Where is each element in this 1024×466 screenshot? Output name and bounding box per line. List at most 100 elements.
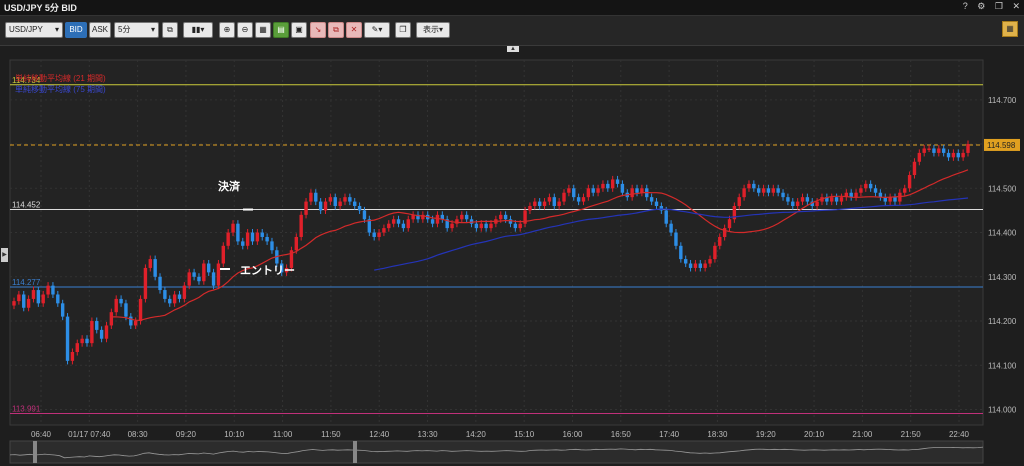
candlestick-icon: ▮▮▾ bbox=[191, 25, 205, 34]
candle bbox=[503, 214, 508, 220]
candle bbox=[133, 321, 138, 326]
candle bbox=[557, 201, 561, 206]
level-label: 114.452 bbox=[12, 201, 41, 210]
interval-select[interactable]: 5分 ▾ bbox=[114, 22, 159, 38]
candle bbox=[158, 276, 162, 291]
ask-button[interactable]: ASK bbox=[89, 22, 111, 38]
pen-select[interactable]: ✎▾ bbox=[364, 22, 390, 38]
candle bbox=[698, 263, 702, 268]
close-icon[interactable]: ✕ bbox=[1012, 1, 1020, 11]
x-tick-label: 18:30 bbox=[707, 430, 728, 439]
candle bbox=[143, 267, 148, 299]
x-tick-label: 21:50 bbox=[901, 430, 922, 439]
window-icon[interactable]: ❐ bbox=[395, 22, 411, 38]
candle bbox=[864, 183, 868, 189]
candle bbox=[664, 210, 668, 224]
collapse-toolbar-icon[interactable]: ▲ bbox=[507, 46, 519, 52]
candle bbox=[893, 197, 897, 202]
candle bbox=[883, 197, 887, 202]
delete-drawing-icon[interactable]: ✕ bbox=[346, 22, 362, 38]
candle bbox=[601, 183, 605, 189]
candle bbox=[484, 223, 488, 229]
candle bbox=[51, 285, 55, 295]
x-tick-label: 11:50 bbox=[321, 430, 341, 439]
candle bbox=[528, 206, 532, 211]
zoom-out-icon[interactable]: ⊖ bbox=[237, 22, 253, 38]
y-tick-label: 114.500 bbox=[988, 184, 1017, 193]
price-chart[interactable]: 114.000 114.100 114.200 114.300 114.400 114.5… bbox=[0, 53, 1024, 466]
candle bbox=[810, 201, 814, 206]
x-tick-label: 16:00 bbox=[562, 430, 583, 439]
candle bbox=[430, 219, 435, 224]
current-price-tag bbox=[984, 138, 1020, 151]
zoom-in-icon[interactable]: ⊕ bbox=[219, 22, 235, 38]
candle bbox=[260, 232, 264, 237]
bid-button[interactable]: BID bbox=[65, 22, 87, 38]
candle bbox=[80, 338, 84, 344]
candle bbox=[440, 214, 445, 220]
candle bbox=[932, 148, 936, 153]
settings-panel-icon[interactable]: ▦ bbox=[1002, 21, 1018, 37]
candle bbox=[757, 188, 761, 193]
candle bbox=[927, 148, 931, 150]
grid-icon[interactable]: ▦ bbox=[255, 22, 271, 38]
candle bbox=[401, 223, 406, 229]
candle bbox=[776, 188, 780, 193]
candle bbox=[732, 206, 737, 220]
candle bbox=[318, 201, 323, 211]
x-tick-label: 09:20 bbox=[176, 430, 197, 439]
candle bbox=[834, 197, 839, 202]
candle bbox=[328, 197, 333, 202]
symbol-select[interactable]: USD/JPY ▾ bbox=[5, 22, 63, 38]
help-icon[interactable]: ? bbox=[962, 1, 968, 11]
candle bbox=[435, 214, 440, 224]
x-tick-label: 11:00 bbox=[273, 430, 293, 439]
x-tick-label: 08:30 bbox=[128, 430, 149, 439]
candle bbox=[309, 192, 313, 202]
candle bbox=[187, 272, 191, 286]
x-tick-label: 12:40 bbox=[369, 430, 390, 439]
chart-type-select[interactable]: ▮▮▾ bbox=[183, 22, 213, 38]
candle bbox=[168, 298, 172, 304]
candle bbox=[635, 188, 639, 193]
chevron-down-icon: ▾ bbox=[150, 25, 155, 34]
candle bbox=[460, 214, 464, 220]
title-bar: USD/JPY 5分 BID ? ⚙ ❐ ✕ bbox=[0, 0, 1024, 16]
candle bbox=[391, 219, 396, 224]
candle bbox=[450, 223, 454, 229]
restore-icon[interactable]: ❐ bbox=[994, 1, 1003, 11]
x-tick-label: 20:10 bbox=[804, 430, 825, 439]
candle bbox=[206, 263, 211, 273]
layout-icon[interactable]: ▤ bbox=[273, 22, 289, 38]
candle bbox=[216, 263, 221, 286]
y-tick-label: 114.200 bbox=[988, 317, 1017, 326]
candle bbox=[114, 298, 118, 313]
candle bbox=[722, 228, 727, 237]
candle bbox=[445, 219, 449, 229]
link-icon[interactable]: ⧉ bbox=[162, 22, 178, 38]
sma75-legend: 単純移動平均線 (75 期間) bbox=[15, 85, 106, 94]
candle bbox=[99, 329, 104, 339]
candle bbox=[314, 192, 318, 202]
candle bbox=[46, 285, 50, 295]
side-panel-handle[interactable]: ▶ bbox=[1, 248, 8, 262]
candle bbox=[119, 298, 123, 304]
display-button[interactable]: 表示▾ bbox=[416, 22, 450, 38]
candle bbox=[742, 188, 746, 198]
navigator-line bbox=[9, 446, 984, 459]
candle bbox=[26, 298, 31, 308]
y-tick-label: 114.700 bbox=[988, 96, 1017, 105]
candle bbox=[469, 219, 474, 224]
candle bbox=[221, 245, 225, 264]
gear-icon[interactable]: ⚙ bbox=[977, 1, 986, 11]
candle bbox=[124, 303, 128, 317]
panel-icon[interactable]: ▣ bbox=[291, 22, 307, 38]
candle bbox=[752, 183, 756, 189]
draw-tool-icon[interactable]: ↘ bbox=[310, 22, 326, 38]
candle bbox=[474, 223, 479, 229]
copy-drawing-icon[interactable]: ⧉ bbox=[328, 22, 344, 38]
candle bbox=[839, 197, 844, 202]
candle bbox=[85, 338, 89, 344]
candle bbox=[581, 197, 586, 202]
x-tick-label: 10:10 bbox=[224, 430, 245, 439]
